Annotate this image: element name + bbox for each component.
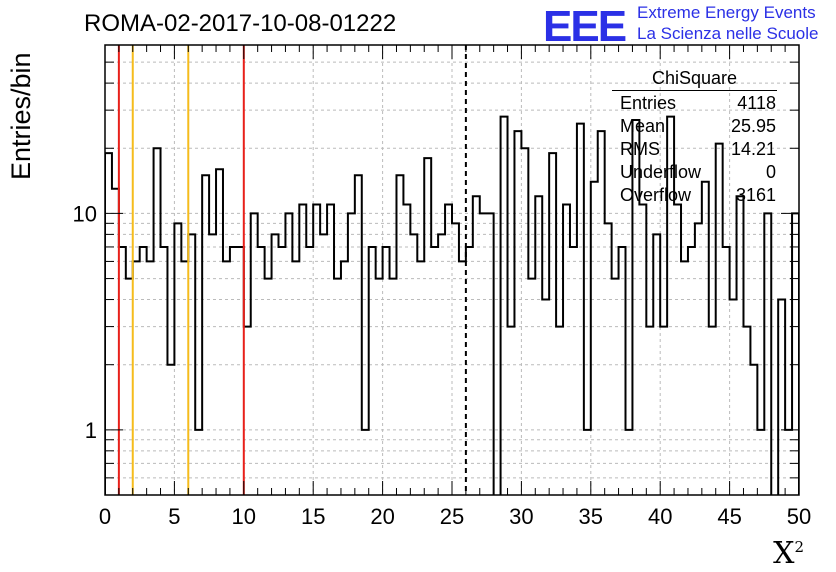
x-axis-label-exponent: 2 (794, 538, 804, 556)
stat-label-underflow: Underflow (620, 162, 702, 182)
x-tick-label: 15 (301, 504, 325, 529)
x-tick-label: 35 (579, 504, 603, 529)
stats-box-divider (612, 90, 777, 91)
y-tick-label: 1 (85, 418, 97, 443)
stat-value-underflow: 0 (765, 162, 776, 182)
x-axis-label-base: X (773, 536, 795, 571)
stat-label-overflow: Overflow (620, 185, 692, 205)
stat-value-rms: 14.21 (730, 139, 776, 159)
x-tick-label: 10 (232, 504, 256, 529)
logo-line-1: Extreme Energy Events (637, 3, 816, 22)
x-tick-label: 45 (717, 504, 741, 529)
x-tick-label: 30 (509, 504, 533, 529)
x-tick-label: 20 (370, 504, 394, 529)
logo-line-2: La Scienza nelle Scuole (637, 24, 819, 43)
histogram-series (105, 115, 799, 495)
x-tick-label: 50 (787, 504, 811, 529)
stat-value-overflow: 3161 (735, 185, 776, 205)
stat-label-mean: Mean (620, 116, 666, 136)
chart-title: ROMA-02-2017-10-08-01222 (84, 10, 397, 37)
x-tick-label: 40 (648, 504, 672, 529)
x-tick-label: 25 (440, 504, 464, 529)
x-axis-label: X2 (773, 536, 804, 571)
stat-label-rms: RMS (620, 139, 660, 159)
y-axis-label: Entries/bin (6, 52, 36, 180)
eee-logo: EEE (543, 2, 627, 51)
x-tick-label: 0 (99, 504, 111, 529)
stat-value-mean: 25.95 (730, 116, 776, 136)
stat-value-entries: 4118 (737, 93, 776, 113)
y-tick-label: 10 (73, 201, 97, 226)
x-tick-label: 5 (168, 504, 180, 529)
stat-label-entries: Entries (620, 93, 677, 113)
stats-box-title: ChiSquare (651, 68, 738, 88)
